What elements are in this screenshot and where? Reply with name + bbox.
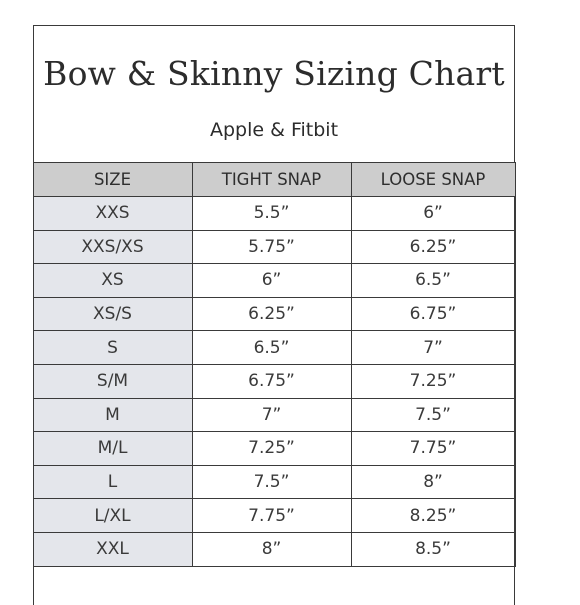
table-row: XS 6” 6.5” [32,263,516,298]
size-cell: M [32,397,193,433]
size-cell: M/L [32,431,193,466]
table-row: L 7.5” 8” [32,464,516,500]
loose-snap-cell: 6.75” [350,296,516,332]
table-row: S/M 6.75” 7.25” [32,363,516,399]
tight-snap-cell: 7.25” [191,431,352,466]
column-header-size: SIZE [32,162,193,197]
table-header-row: SIZE TIGHT SNAP LOOSE SNAP [32,162,516,197]
table-body: XXS 5.5” 6” XXS/XS 5.75” 6.25” XS 6” 6.5” XS/S 6.2… [32,196,516,567]
tight-snap-cell: 6.25” [191,296,352,332]
tight-snap-cell: 6.5” [191,330,352,365]
size-cell: XXS [32,196,193,231]
size-cell: XXL [32,531,193,567]
tight-snap-cell: 5.5” [191,196,352,231]
chart-subtitle: Apple & Fitbit [209,119,339,141]
size-cell: XXS/XS [32,229,193,265]
size-cell: S [32,330,193,365]
table-row: M/L 7.25” 7.75” [32,431,516,466]
tight-snap-cell: 8” [191,531,352,567]
table-row: L/XL 7.75” 8.25” [32,498,516,533]
table-row: XXL 8” 8.5” [32,531,516,567]
size-cell: L/XL [32,498,193,533]
size-cell: XS [32,263,193,298]
loose-snap-cell: 7.25” [350,363,516,399]
size-cell: XS/S [32,296,193,332]
loose-snap-cell: 8.25” [350,498,516,533]
loose-snap-cell: 6” [350,196,516,231]
table-row: S 6.5” 7” [32,330,516,365]
loose-snap-cell: 8.5” [350,531,516,567]
tight-snap-cell: 7” [191,397,352,433]
loose-snap-cell: 7” [350,330,516,365]
column-header-tight-snap: TIGHT SNAP [191,162,352,197]
size-cell: S/M [32,363,193,399]
column-header-loose-snap: LOOSE SNAP [350,162,516,197]
size-cell: L [32,464,193,500]
table-row: XS/S 6.25” 6.75” [32,296,516,332]
sizing-table: SIZE TIGHT SNAP LOOSE SNAP XXS 5.5” 6” XXS/… [32,162,516,567]
loose-snap-cell: 7.75” [350,431,516,466]
loose-snap-cell: 6.25” [350,229,516,265]
tight-snap-cell: 7.75” [191,498,352,533]
tight-snap-cell: 6” [191,263,352,298]
table-row: XXS 5.5” 6” [32,196,516,231]
tight-snap-cell: 5.75” [191,229,352,265]
tight-snap-cell: 7.5” [191,464,352,500]
sizing-chart: Bow & Skinny Sizing Chart Apple & Fitbit… [32,25,516,605]
loose-snap-cell: 8” [350,464,516,500]
chart-title: Bow & Skinny Sizing Chart [43,54,505,93]
tight-snap-cell: 6.75” [191,363,352,399]
table-row: M 7” 7.5” [32,397,516,433]
table-row: XXS/XS 5.75” 6.25” [32,229,516,265]
loose-snap-cell: 6.5” [350,263,516,298]
loose-snap-cell: 7.5” [350,397,516,433]
